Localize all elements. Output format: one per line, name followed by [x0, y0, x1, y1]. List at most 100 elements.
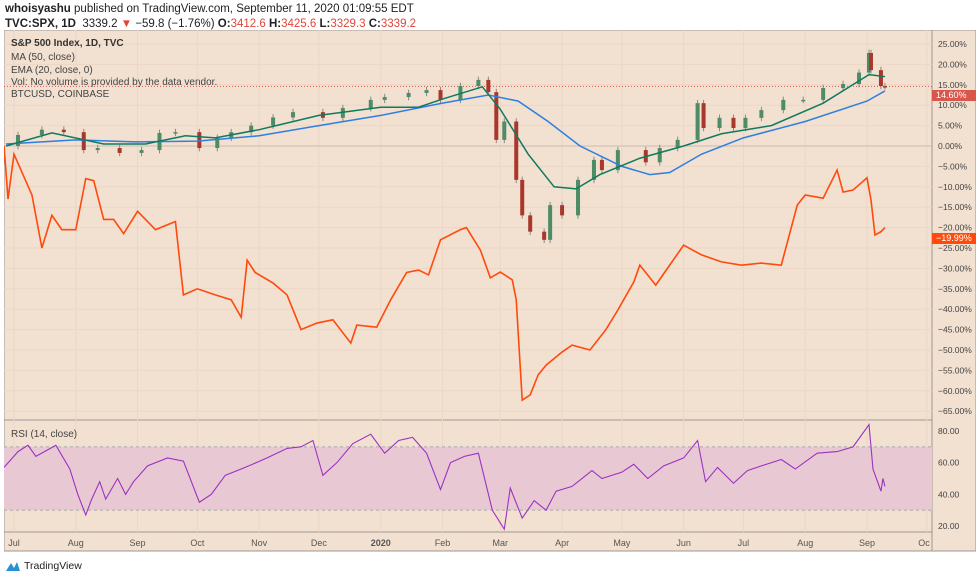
btc-line: [4, 145, 886, 402]
legend-vol[interactable]: Vol: No volume is provided by the data v…: [11, 77, 218, 88]
ema-line: [5, 73, 886, 190]
candle-down: [528, 215, 533, 232]
candle-up: [717, 117, 722, 129]
close-value: 3339.2: [380, 18, 417, 30]
price-axis-label: 0.00%: [938, 141, 963, 151]
candle-up: [95, 148, 100, 151]
time-axis-label: Aug: [68, 538, 84, 548]
price-axis-label: 10.00%: [938, 100, 967, 110]
tradingview-logo[interactable]: TradingView: [5, 560, 82, 572]
rsi-axis-label: 80.00: [938, 426, 960, 436]
btc-price-tag: −19.99%: [932, 233, 976, 244]
price-change: −59.8 (−1.76%): [135, 18, 215, 30]
candle-up: [781, 99, 786, 111]
symbol: TVC:SPX, 1D: [5, 18, 76, 30]
rsi-line: [4, 423, 886, 531]
candle-up: [759, 110, 764, 118]
candle-up: [424, 90, 429, 93]
candle-up: [476, 79, 481, 87]
candle-down: [520, 179, 525, 216]
price-axis-label: −35.00%: [938, 284, 972, 294]
candle-up: [406, 92, 411, 98]
legend-ma[interactable]: MA (50, close): [11, 52, 75, 63]
candle-down: [486, 79, 491, 93]
candle-down: [560, 205, 565, 216]
candle-up: [291, 112, 296, 118]
candle-up: [695, 103, 700, 140]
candle-up: [743, 117, 748, 129]
legend-btc[interactable]: BTCUSD, COINBASE: [11, 89, 110, 100]
time-axis-label: Jul: [738, 538, 750, 548]
price-axis-label: 20.00%: [938, 59, 967, 69]
price-axis-label: −55.00%: [938, 365, 972, 375]
time-axis-label: Mar: [493, 538, 509, 548]
candle-down: [61, 129, 66, 133]
candle-down: [438, 90, 443, 100]
legend-main[interactable]: S&P 500 Index, 1D, TVC: [11, 38, 124, 49]
candle-down: [701, 103, 706, 129]
last-price: 3339.2: [82, 18, 118, 30]
candle-up: [249, 125, 254, 133]
brand-name: TradingView: [24, 560, 82, 572]
price-axis-label: −45.00%: [938, 325, 972, 335]
down-arrow-icon: ▼: [120, 18, 133, 30]
symbol-info: TVC:SPX, 1D 3339.2 ▼ −59.8 (−1.76%) O: 34…: [5, 18, 416, 30]
rsi-band: [4, 446, 932, 511]
price-axis-label: −15.00%: [938, 202, 972, 212]
price-axis-label: 5.00%: [938, 121, 963, 131]
time-axis-label: Oc: [918, 538, 930, 548]
spx-price-tag: 14.60%: [932, 90, 976, 101]
candle-up: [857, 72, 862, 84]
rsi-axis-label: 60.00: [938, 458, 960, 468]
candle-up: [39, 129, 44, 135]
candle-down: [542, 231, 547, 240]
candle-up: [657, 148, 662, 163]
low-value: 3329.3: [330, 18, 366, 30]
candle-up: [576, 179, 581, 216]
candle-up: [675, 139, 680, 149]
time-axis-label: Sep: [130, 538, 146, 548]
rsi-axis-label: 40.00: [938, 489, 960, 499]
time-axis-label: Sep: [859, 538, 875, 548]
time-axis-label: Jun: [676, 538, 691, 548]
time-axis-label: May: [613, 538, 631, 548]
publish-info: whoisyashu published on TradingView.com,…: [5, 3, 414, 15]
price-axis-label: 15.00%: [938, 80, 967, 90]
candle-up: [591, 159, 596, 180]
candle-up: [173, 132, 178, 134]
time-axis-label: Nov: [251, 538, 268, 548]
chart-canvas[interactable]: Jul Aug Sep Oct Nov Dec 2020 Feb Mar Apr May Jun Jul…: [4, 30, 976, 552]
open-label: O:: [217, 18, 231, 30]
candle-down: [731, 117, 736, 129]
time-axis-label: Apr: [555, 538, 569, 548]
tradingview-logo-icon: [6, 562, 20, 571]
candle-up: [841, 83, 846, 89]
price-axis-label: −25.00%: [938, 243, 972, 253]
candle-up: [502, 121, 507, 140]
legend-ema[interactable]: EMA (20, close, 0): [11, 65, 93, 76]
time-axis-label: Jul: [8, 538, 20, 548]
legend-rsi[interactable]: RSI (14, close): [11, 429, 78, 440]
rsi-axis-label: 20.00: [938, 521, 960, 531]
close-label: C:: [368, 18, 381, 30]
candle-up: [215, 137, 220, 149]
candle-up: [368, 99, 373, 109]
candle-down: [599, 159, 604, 171]
candle-down: [868, 52, 873, 71]
price-axis: [931, 30, 976, 552]
candle-down: [494, 92, 499, 140]
candle-up: [15, 134, 20, 146]
time-axis-label: 2020: [371, 538, 391, 548]
price-axis-label: −5.00%: [938, 161, 968, 171]
high-value: 3425.6: [281, 18, 317, 30]
candle-up: [271, 117, 276, 126]
candle-up: [615, 150, 620, 171]
candle-up: [801, 99, 806, 102]
candle-down: [81, 132, 86, 151]
candle-down: [882, 86, 887, 88]
author-link[interactable]: whoisyashu: [5, 3, 71, 15]
price-axis-label: −10.00%: [938, 182, 972, 192]
low-label: L:: [319, 18, 331, 30]
publish-text: published on TradingView.com, September …: [74, 3, 414, 15]
